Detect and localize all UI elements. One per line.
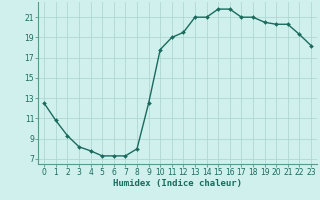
X-axis label: Humidex (Indice chaleur): Humidex (Indice chaleur) xyxy=(113,179,242,188)
